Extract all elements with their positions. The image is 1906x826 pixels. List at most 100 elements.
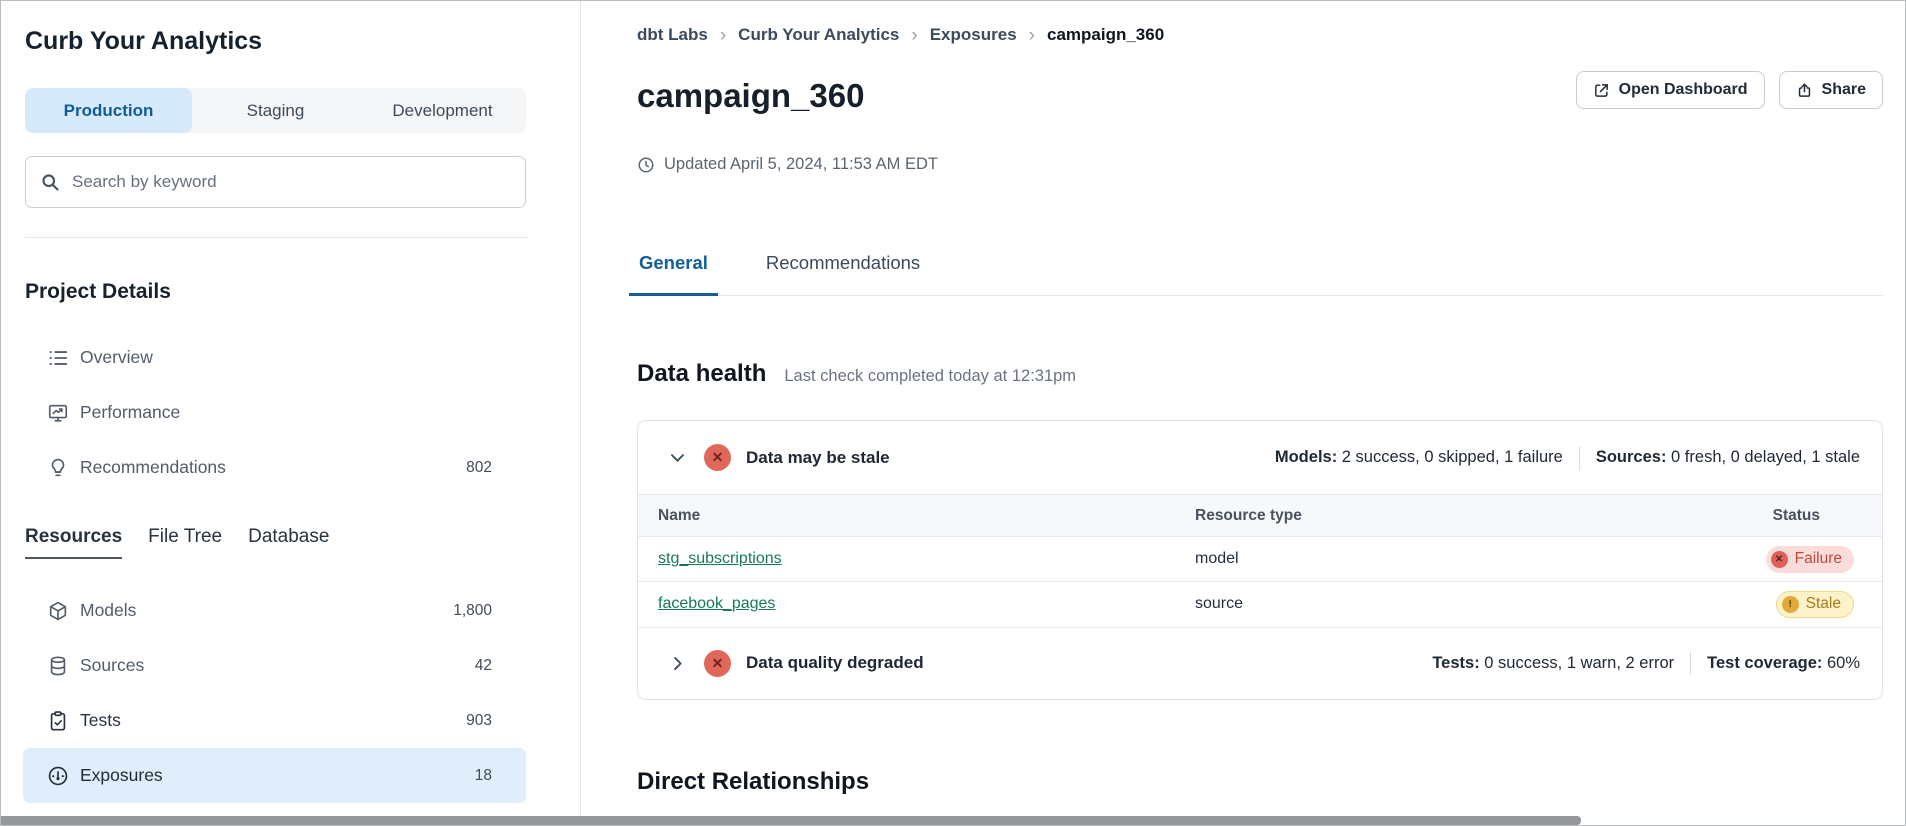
share-icon — [1796, 82, 1813, 99]
item-count: 18 — [474, 766, 492, 784]
breadcrumb-dbt-labs[interactable]: dbt Labs — [637, 25, 708, 44]
sidebar-item-models[interactable]: Models 1,800 — [23, 583, 526, 638]
chevron-right-icon: › — [719, 24, 727, 46]
header-buttons: Open Dashboard Share — [1575, 71, 1883, 109]
tab-resources[interactable]: Resources — [25, 526, 123, 559]
tab-file-tree[interactable]: File Tree — [148, 526, 223, 547]
item-count: 42 — [474, 656, 492, 674]
environment-tabs: Production Staging Development — [25, 88, 526, 133]
last-updated-text: Updated April 5, 2024, 11:53 AM EDT — [664, 155, 938, 173]
status-badge-label: Failure — [1794, 550, 1842, 567]
resource-type-cell: source — [1195, 595, 1244, 613]
sidebar-item-recommendations[interactable]: Recommendations 802 — [23, 440, 526, 495]
table-header-row: Name Resource type Status — [638, 494, 1882, 537]
stale-section-header[interactable]: ✕ Data may be stale Models: 2 success, 0… — [638, 421, 1882, 494]
last-check-text: Last check completed today at 12:31pm — [784, 367, 1077, 385]
resource-type-cell: model — [1195, 550, 1239, 567]
sidebar-divider — [25, 237, 528, 238]
database-icon — [47, 655, 69, 677]
search-icon — [40, 172, 60, 192]
sidebar-item-label: Performance — [80, 402, 181, 422]
env-tab-development[interactable]: Development — [392, 100, 493, 120]
coverage-stat-label: Test coverage: — [1707, 653, 1823, 672]
share-button[interactable]: Share — [1778, 71, 1883, 109]
gauge-icon — [47, 765, 69, 787]
models-stat-value: 2 success, 0 skipped, 1 failure — [1341, 448, 1563, 466]
sidebar-item-tests[interactable]: Tests 903 — [23, 693, 526, 748]
stats-divider — [1690, 651, 1692, 675]
cube-icon — [47, 600, 69, 622]
data-health-card: ✕ Data may be stale Models: 2 success, 0… — [637, 420, 1883, 700]
tab-database[interactable]: Database — [248, 526, 330, 547]
search-input[interactable] — [70, 171, 511, 193]
column-header-resource-type: Resource type — [1195, 494, 1695, 537]
resource-link-facebook-pages[interactable]: facebook_pages — [658, 595, 776, 613]
sidebar-item-label: Exposures — [80, 765, 163, 785]
project-details-nav: Overview Performance Recommendations 802 — [23, 330, 526, 495]
status-badge-stale: ! Stale — [1775, 590, 1854, 618]
column-header-status: Status — [1695, 494, 1882, 537]
external-link-icon — [1593, 82, 1610, 99]
chevron-right-icon[interactable] — [668, 654, 688, 673]
stale-resources-table: Name Resource type Status stg_subscripti… — [638, 494, 1882, 627]
quality-section-stats: Tests: 0 success, 1 warn, 2 error Test c… — [1432, 651, 1860, 675]
breadcrumb-exposures[interactable]: Exposures — [929, 25, 1017, 44]
sidebar-item-label: Tests — [80, 710, 121, 730]
clock-icon — [637, 156, 655, 174]
sidebar-item-label: Models — [80, 600, 137, 620]
error-status-icon: ✕ — [704, 444, 731, 471]
page-title: campaign_360 — [637, 77, 865, 114]
project-title: Curb Your Analytics — [25, 27, 263, 55]
env-tab-staging[interactable]: Staging — [246, 100, 305, 120]
search-box[interactable] — [25, 156, 526, 208]
page-header: campaign_360 Open Dashboard Share — [637, 69, 1883, 115]
chevron-right-icon: › — [911, 24, 918, 46]
lightbulb-icon — [47, 457, 69, 479]
breadcrumb-current: campaign_360 — [1046, 25, 1165, 44]
sidebar-item-performance[interactable]: Performance — [23, 385, 526, 440]
status-badge-label: Stale — [1805, 595, 1841, 613]
sidebar-item-label: Sources — [80, 655, 145, 675]
sidebar-item-label: Recommendations — [80, 457, 226, 477]
sidebar: Curb Your Analytics Production Staging D… — [1, 1, 581, 825]
last-updated: Updated April 5, 2024, 11:53 AM EDT — [637, 155, 1883, 174]
quality-section-title: Data quality degraded — [746, 653, 924, 672]
resource-view-tabs: Resources File Tree Database — [25, 526, 580, 559]
detail-tabs: General Recommendations — [629, 252, 1883, 296]
item-count: 1,800 — [453, 601, 492, 619]
tab-recommendations[interactable]: Recommendations — [765, 252, 921, 273]
sidebar-item-overview[interactable]: Overview — [23, 330, 526, 385]
monitor-chart-icon — [47, 402, 69, 424]
column-header-name: Name — [638, 494, 1195, 537]
chevron-down-icon[interactable] — [668, 448, 688, 467]
tab-general[interactable]: General — [629, 252, 718, 296]
resources-nav: Models 1,800 Sources 42 Tests 903 — [23, 583, 526, 803]
quality-section-header[interactable]: ✕ Data quality degraded Tests: 0 success… — [638, 626, 1882, 699]
project-details-heading: Project Details — [25, 280, 171, 303]
clipboard-check-icon — [47, 710, 69, 732]
env-tab-production[interactable]: Production — [25, 88, 192, 133]
sidebar-item-exposures[interactable]: Exposures 18 — [23, 748, 526, 803]
main-content: dbt Labs › Curb Your Analytics › Exposur… — [581, 1, 1905, 825]
direct-relationships-heading: Direct Relationships — [637, 767, 870, 795]
data-health-header: Data health Last check completed today a… — [637, 360, 1883, 388]
list-icon — [47, 347, 69, 369]
table-row: facebook_pages source ! Stale — [638, 581, 1882, 627]
sidebar-item-sources[interactable]: Sources 42 — [23, 638, 526, 693]
tests-stat-label: Tests: — [1432, 653, 1480, 672]
open-dashboard-label: Open Dashboard — [1618, 81, 1748, 98]
sources-stat-label: Sources: — [1595, 448, 1667, 466]
item-count: 903 — [466, 711, 492, 729]
stale-section-stats: Models: 2 success, 0 skipped, 1 failure … — [1275, 445, 1860, 470]
stale-section-title: Data may be stale — [746, 447, 890, 467]
resource-link-stg-subscriptions[interactable]: stg_subscriptions — [658, 550, 782, 567]
chevron-right-icon: › — [1028, 24, 1035, 46]
breadcrumb-project[interactable]: Curb Your Analytics — [738, 25, 900, 44]
tests-stat-value: 0 success, 1 warn, 2 error — [1484, 653, 1675, 672]
sources-stat-value: 0 fresh, 0 delayed, 1 stale — [1671, 448, 1860, 466]
share-label: Share — [1821, 81, 1866, 98]
stats-divider — [1578, 445, 1580, 470]
horizontal-scrollbar[interactable] — [1, 816, 1581, 825]
open-dashboard-button[interactable]: Open Dashboard — [1575, 71, 1765, 109]
